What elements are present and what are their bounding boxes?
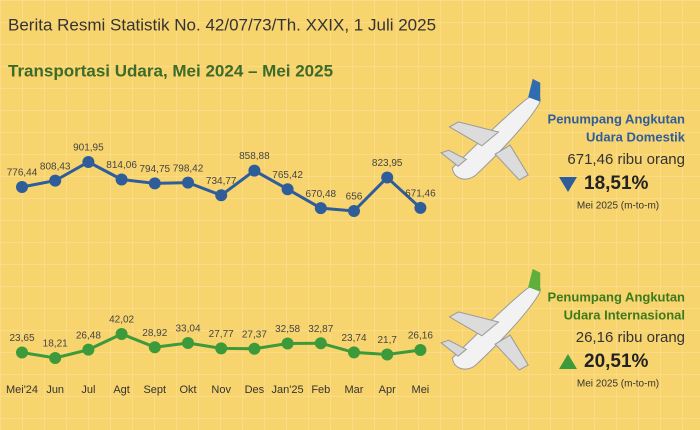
data-point xyxy=(16,346,28,359)
value-label: 23,65 xyxy=(9,333,34,344)
x-tick-label: Mei'24 xyxy=(6,384,38,396)
value-label: 671,46 xyxy=(405,189,436,200)
trend-arrow xyxy=(559,354,577,369)
panel-value: 26,16 ribu orang xyxy=(576,329,685,346)
panel-period: Mei 2025 (m-to-m) xyxy=(577,379,659,390)
x-tick-label: Sept xyxy=(143,384,166,396)
value-label: 765,42 xyxy=(272,170,303,181)
data-point xyxy=(314,337,327,350)
panel-change: 18,51% xyxy=(584,173,649,194)
value-label: 32,58 xyxy=(275,324,300,335)
value-label: 794,75 xyxy=(140,164,171,175)
x-tick-label: Okt xyxy=(179,384,196,396)
title: Transportasi Udara, Mei 2024 – Mei 2025 xyxy=(8,61,333,80)
data-point xyxy=(49,352,62,364)
data-point xyxy=(248,342,261,355)
value-label: 23,74 xyxy=(341,333,366,344)
plane-domestic xyxy=(432,78,563,201)
panel-title: Udara Internasional xyxy=(564,307,685,322)
value-label: 670,48 xyxy=(306,189,337,200)
x-tick-label: Mei xyxy=(412,384,430,396)
data-point xyxy=(215,342,228,355)
data-point xyxy=(182,176,194,189)
value-label: 814,06 xyxy=(106,160,137,171)
data-point xyxy=(82,343,95,356)
value-label: 823,95 xyxy=(372,158,403,169)
x-tick-label: Feb xyxy=(311,384,330,396)
data-point xyxy=(348,346,360,359)
data-point xyxy=(49,174,62,187)
data-point xyxy=(414,201,427,214)
value-label: 28,92 xyxy=(142,328,167,339)
plane-international xyxy=(432,268,563,391)
value-label: 26,16 xyxy=(408,331,433,342)
data-point xyxy=(314,202,327,215)
x-tick-label: Des xyxy=(245,384,265,396)
value-label: 808,43 xyxy=(40,161,71,172)
data-point xyxy=(115,328,128,340)
data-point xyxy=(16,181,28,194)
release-line: Berita Resmi Statistik No. 42/07/73/Th. … xyxy=(8,15,436,34)
data-point xyxy=(115,173,128,186)
x-tick-label: Apr xyxy=(379,384,396,396)
panel-period: Mei 2025 (m-to-m) xyxy=(577,201,659,212)
x-tick-label: Jan'25 xyxy=(272,384,304,396)
data-point xyxy=(281,183,294,196)
value-label: 734,77 xyxy=(206,176,237,187)
data-point xyxy=(381,171,394,184)
x-tick-label: Jun xyxy=(46,384,64,396)
data-point xyxy=(82,156,95,168)
data-point xyxy=(148,177,161,190)
value-label: 901,95 xyxy=(73,143,104,154)
value-label: 798,42 xyxy=(173,163,204,174)
data-point xyxy=(215,189,228,202)
x-tick-label: Jul xyxy=(81,384,95,396)
data-point xyxy=(148,341,161,354)
value-label: 27,77 xyxy=(209,329,234,340)
data-point xyxy=(348,205,360,217)
x-tick-label: Nov xyxy=(211,384,231,396)
panel-title: Udara Domestik xyxy=(586,129,686,144)
x-tick-label: Mar xyxy=(345,384,364,396)
data-point xyxy=(281,337,294,350)
panel-title: Penumpang Angkutan xyxy=(548,111,686,126)
data-point xyxy=(248,164,261,177)
value-label: 26,48 xyxy=(76,330,101,341)
value-label: 21,7 xyxy=(377,335,397,346)
panel-value: 671,46 ribu orang xyxy=(567,151,685,168)
data-point xyxy=(414,343,427,356)
data-point xyxy=(381,348,394,361)
value-label: 42,02 xyxy=(109,315,134,326)
value-label: 858,88 xyxy=(239,151,270,162)
panel-title: Penumpang Angkutan xyxy=(548,289,686,304)
x-tick-label: Agt xyxy=(113,384,130,396)
value-label: 656 xyxy=(346,192,363,203)
value-label: 18,21 xyxy=(43,339,68,350)
data-point xyxy=(182,337,194,350)
value-label: 32,87 xyxy=(308,324,333,335)
panel-change: 20,51% xyxy=(584,351,649,372)
value-label: 27,37 xyxy=(242,329,267,340)
trend-arrow xyxy=(559,177,577,192)
value-label: 33,04 xyxy=(175,324,200,335)
value-label: 776,44 xyxy=(7,168,38,179)
